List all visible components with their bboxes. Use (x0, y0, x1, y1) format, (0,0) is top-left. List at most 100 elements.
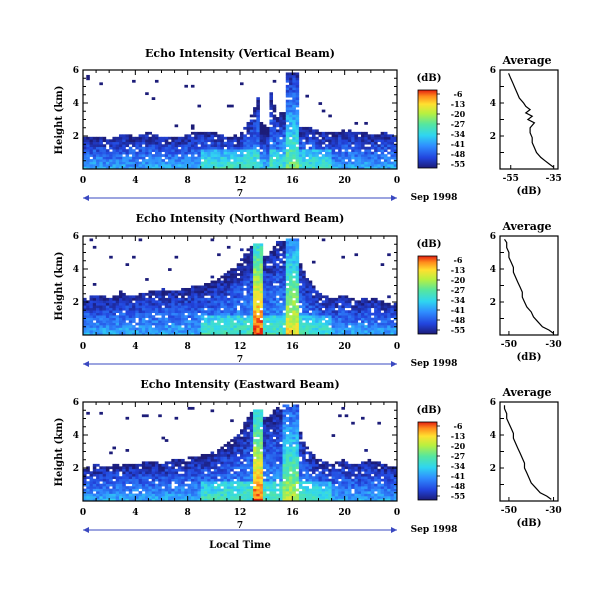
heatmap-cell (262, 275, 267, 279)
heatmap-cell (285, 292, 290, 296)
heatmap-cell (109, 139, 113, 143)
heatmap-cell (269, 258, 274, 262)
heatmap-cell (282, 149, 287, 152)
heatmap-cell (387, 307, 391, 311)
heatmap-cell (168, 161, 172, 165)
heatmap-cell (181, 312, 185, 316)
heatmap-cell (161, 164, 166, 167)
heatmap-cell (240, 449, 244, 452)
heatmap-cell (256, 164, 260, 167)
heatmap-cell (295, 74, 300, 78)
heatmap-cell (249, 139, 254, 143)
heatmap-cell (213, 312, 218, 316)
heatmap-cell (279, 449, 283, 452)
heatmap-cell (233, 161, 238, 165)
heatmap-cell (236, 295, 241, 299)
heatmap-cell (141, 486, 146, 489)
heatmap-cell (233, 453, 238, 457)
heatmap-cell (256, 287, 260, 291)
heatmap-cell (292, 285, 296, 289)
heatmap-cell (132, 488, 136, 492)
heatmap-cell (128, 310, 133, 314)
heatmap-cell (266, 255, 270, 259)
heatmap-cell (168, 136, 172, 140)
heatmap-cell (102, 491, 107, 494)
heatmap-cell (256, 141, 260, 145)
heatmap-cell (249, 441, 254, 445)
heatmap-cell (285, 144, 290, 148)
time-bar: 7 Sep 1998 (83, 355, 457, 369)
heatmap-cell (115, 156, 120, 160)
heatmap-cell (122, 491, 126, 494)
heatmap-cell (122, 159, 126, 162)
heatmap-cell (99, 332, 103, 336)
heatmap-cell (213, 498, 218, 502)
heatmap-cell (393, 161, 398, 165)
heatmap-cell (249, 332, 254, 336)
heatmap-cell (226, 151, 231, 155)
heatmap-cell (194, 332, 198, 336)
colorbar: (dB) -6-13-20-27-34-41-48-55 (417, 239, 466, 335)
heatmap-cell (184, 325, 188, 328)
heatmap-cell (249, 258, 254, 262)
heatmap-cell (109, 156, 113, 160)
heatmap-cell (266, 139, 270, 143)
heatmap-cell (122, 300, 126, 304)
heatmap-cell (233, 300, 238, 304)
heatmap-cell (318, 295, 323, 299)
heatmap-cell (292, 307, 296, 311)
heatmap-cell (197, 330, 202, 333)
heatmap-cell (311, 287, 316, 291)
heatmap-cell (318, 320, 323, 323)
heatmap-cell (161, 292, 166, 296)
heatmap-cell (86, 312, 90, 316)
heatmap-cell (259, 431, 264, 435)
heatmap-cell (132, 481, 136, 484)
heatmap-cell (200, 498, 205, 502)
heatmap-cell (115, 141, 120, 145)
heatmap-cell (168, 481, 172, 484)
heatmap-cell (96, 156, 100, 160)
heatmap-cell (298, 327, 303, 331)
heatmap-cell (138, 473, 143, 477)
heatmap-cell (282, 297, 287, 301)
heatmap-cell (145, 320, 149, 323)
heatmap-cell (289, 109, 293, 113)
heatmap-cell (226, 141, 231, 145)
heatmap-cell (292, 243, 296, 247)
heatmap-cell (168, 476, 172, 480)
heatmap-cell (181, 458, 185, 462)
heatmap-cell (177, 486, 182, 489)
heatmap-cell (197, 332, 202, 336)
heatmap-cell (86, 491, 90, 494)
heatmap-cell (223, 322, 228, 326)
heatmap-cell (164, 466, 169, 470)
heatmap-cell (321, 166, 326, 170)
heatmap-cell (279, 473, 283, 477)
heatmap-cell (357, 131, 362, 135)
heatmap-cell (361, 327, 365, 331)
heatmap-cell (282, 493, 287, 497)
heatmap-cell (259, 245, 264, 249)
heatmap-cell (217, 280, 221, 284)
heatmap-cell (86, 317, 90, 321)
heatmap-cell (272, 466, 277, 470)
heatmap-cell (141, 414, 146, 418)
heatmap-cell (266, 161, 270, 165)
heatmap-cell (223, 461, 228, 465)
heatmap-cell (161, 146, 166, 150)
heatmap-cell (275, 320, 280, 323)
heatmap-cell (200, 141, 205, 145)
x-tick-label: 0 (80, 342, 86, 352)
heatmap-cell (210, 136, 215, 140)
heatmap-cell (223, 488, 228, 492)
heatmap-cell (164, 144, 169, 148)
heatmap-cell (161, 159, 166, 162)
heatmap-cell (289, 332, 293, 336)
heatmap-cell (190, 473, 195, 477)
heatmap-cell (184, 473, 188, 477)
heatmap-cell (325, 312, 329, 316)
heatmap-cell (181, 290, 185, 294)
heatmap-cell (210, 285, 215, 289)
heatmap-cell (295, 114, 300, 118)
